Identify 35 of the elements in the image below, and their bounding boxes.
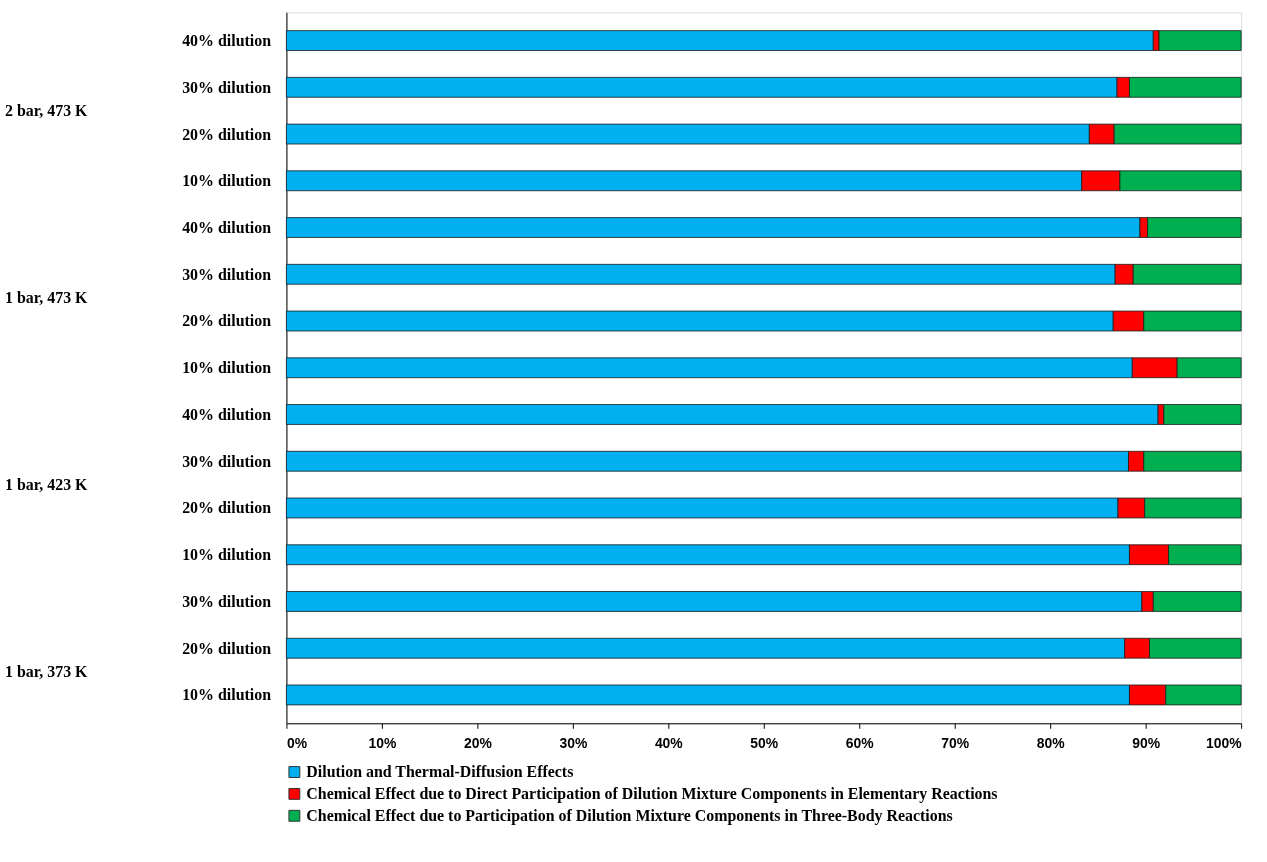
x-tick-label: 50% [750, 734, 779, 751]
legend-label: Chemical Effect due to Participation of Dilution Mixture Components in Three-Body Reactions [306, 806, 953, 825]
y-tick-label: 10% dilution [182, 546, 272, 564]
y-tick-label: 20% dilution [182, 312, 272, 330]
y-tick-label: 30% dilution [182, 265, 272, 283]
legend-label: Dilution and Thermal-Diffusion Effects [306, 763, 574, 780]
x-tick-label: 30% [559, 734, 588, 751]
x-tick-label: 70% [941, 734, 970, 751]
y-tick-label: 10% dilution [182, 686, 272, 704]
y-tick-label: 30% dilution [182, 452, 272, 470]
x-tick-label: 10% [368, 734, 397, 751]
y-tick-label: 40% dilution [182, 405, 272, 423]
y-tick-label: 20% dilution [182, 639, 272, 657]
text: 1 bar, 473 K [4, 288, 89, 306]
y-tick-label: 30% dilution [182, 592, 272, 610]
x-tick-label: 40% [654, 734, 683, 751]
x-tick-label: 100% [1206, 734, 1242, 751]
y-tick-label: 40% dilution [182, 219, 272, 237]
x-tick-label: 80% [1036, 734, 1065, 751]
x-tick-label: 60% [845, 734, 874, 751]
y-tick-label: 40% dilution [182, 32, 272, 50]
y-tick-label: 10% dilution [182, 359, 272, 377]
text: 1 bar, 373 K [4, 662, 89, 680]
y-tick-label: 20% dilution [182, 125, 272, 143]
legend-label: Chemical Effect due to Direct Participation of Dilution Mixture Components in Elementary Reactions [306, 784, 998, 803]
y-tick-label: 10% dilution [182, 172, 272, 190]
x-tick-label: 20% [463, 734, 492, 751]
y-tick-label: 20% dilution [182, 499, 272, 517]
text: 2 bar, 473 K [4, 101, 89, 119]
bar [286, 404, 1159, 425]
text: 1 bar, 423 K [4, 475, 89, 493]
x-tick-label: 90% [1132, 734, 1161, 751]
bar [286, 30, 1154, 51]
x-tick-label: 0% [286, 734, 308, 751]
y-tick-label: 30% dilution [182, 78, 272, 96]
